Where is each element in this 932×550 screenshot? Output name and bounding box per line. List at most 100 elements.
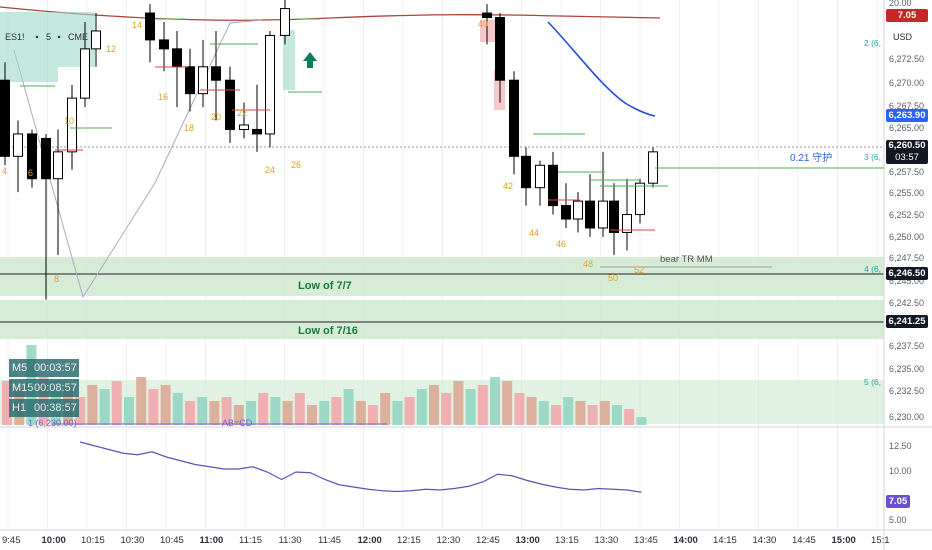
bear-mm-annotation: bear TR MM (660, 254, 713, 265)
volume-bar (551, 405, 561, 425)
currency-label[interactable]: USD (893, 32, 913, 42)
time-tick: 10:15 (81, 535, 105, 546)
time-tick: 15:00 (832, 535, 856, 546)
price-tick: 6,237.50 (889, 341, 924, 351)
volume-bar (99, 389, 110, 425)
low-7-16-zone (0, 300, 884, 339)
timer-h1-label: H1 (12, 402, 27, 414)
countdown-value: 03:57 (895, 152, 919, 163)
volume-bars (2, 345, 647, 425)
volume-bar (124, 397, 134, 425)
rsi-top-tag: 7.05 (886, 9, 928, 22)
candle-body (548, 164, 558, 207)
time-tick: 10:45 (160, 535, 184, 546)
indicator-tick: 5.00 (889, 515, 907, 525)
candle-body (521, 155, 531, 189)
candle-body (239, 124, 249, 130)
rsi-value-tag: 7.05 (886, 495, 910, 508)
bar-count-label: 26 (291, 160, 301, 170)
separator-dot-2 (57, 35, 61, 39)
candle-body (0, 79, 10, 157)
fib-label-3: 3 (6, (864, 152, 881, 162)
price-tick: 6,250.00 (889, 232, 924, 242)
candle-body (41, 137, 51, 180)
price-tick: 6,245.00 (889, 276, 924, 286)
candle-body (27, 133, 37, 180)
bar-count-label: 52 (634, 265, 644, 275)
time-tick: 11:00 (200, 535, 224, 546)
guard-annotation: 0.21 守护 (790, 151, 832, 164)
time-tick: 11:30 (279, 535, 302, 546)
fib-label-5: 5 (6, (864, 377, 881, 387)
bar-count-label: 16 (158, 92, 168, 102)
volume-bar (221, 397, 232, 425)
volume-bar (258, 393, 269, 425)
time-tick: 15:1 (871, 535, 890, 546)
volume-bar (563, 397, 574, 425)
candle-body (159, 39, 169, 50)
fib-left-annotation: 1 (6,230.00) (28, 418, 77, 428)
volume-bar (465, 389, 476, 425)
volume-bar (599, 401, 610, 425)
volume-bar (575, 401, 586, 425)
price-axis[interactable]: 20.00 6,272.50 6,270.00 6,267.50 6,265.00 6,2… (889, 0, 924, 525)
volume-bar (380, 393, 391, 425)
volume-bar (490, 377, 500, 425)
volume-bar (477, 385, 488, 425)
last-price-tag: 6,260.50 03:57 (886, 140, 928, 164)
volume-bar (392, 401, 403, 425)
last-price-value: 6,260.50 (888, 140, 926, 151)
bar-count-label: 18 (184, 123, 194, 133)
symbol-interval[interactable]: 5 (46, 32, 51, 42)
volume-bar (538, 401, 549, 425)
price-tick: 6,242.50 (889, 298, 924, 308)
volume-bar (526, 397, 537, 425)
zone-label-1: Low of 7/7 (298, 280, 352, 292)
volume-bar (185, 401, 195, 425)
time-tick: 14:30 (753, 535, 777, 546)
price-tick: 6,257.50 (889, 167, 924, 177)
timer-m15-time: 00:08:57 (34, 382, 77, 394)
timer-m5-label: M5 (12, 362, 28, 374)
candle-body (265, 34, 275, 135)
timer-h1-time: 00:38:57 (34, 402, 77, 414)
symbol-exchange[interactable]: CME (68, 32, 88, 42)
price-tick: 6,247.50 (889, 253, 924, 263)
timer-m15-label: M15 (12, 382, 34, 394)
bar-count-label: 50 (608, 273, 618, 283)
time-tick: 12:45 (476, 535, 500, 546)
volume-bar (160, 385, 171, 425)
timer-m15: M1500:08:57 (9, 379, 79, 397)
volume-bar (2, 381, 12, 425)
price-tick: 6,252.50 (889, 210, 924, 220)
volume-bar (294, 393, 305, 425)
candle-body (145, 12, 155, 41)
fib-label-2: 2 (6, (864, 38, 881, 48)
time-tick: 12:15 (397, 535, 421, 546)
bar-count-label: 12 (106, 44, 116, 54)
price-tick: 6,232.50 (889, 386, 924, 396)
volume-bar (87, 385, 98, 425)
volume-bar (368, 405, 378, 425)
time-axis[interactable]: 9:45 10:00 10:15 10:30 10:45 11:00 11:15 11:30 1… (2, 535, 890, 546)
volume-bar (282, 401, 293, 425)
time-tick: 11:15 (239, 535, 262, 546)
symbol-name[interactable]: ES1! (5, 32, 25, 42)
time-tick: 12:30 (437, 535, 461, 546)
candle-body (252, 128, 262, 135)
time-tick: 14:45 (792, 535, 816, 546)
price-tick: 6,267.50 (889, 101, 924, 111)
volume-bar (331, 397, 342, 425)
volume-bar (453, 381, 464, 425)
volume-bar (636, 417, 647, 425)
volume-bar (270, 397, 281, 425)
bar-count-label: 46 (556, 239, 566, 249)
candle-body (622, 214, 632, 233)
time-tick: 10:30 (121, 535, 145, 546)
blue-ma-line (547, 21, 656, 117)
time-tick: 13:45 (634, 535, 658, 546)
volume-bar (404, 397, 415, 425)
time-tick: 9:45 (2, 535, 21, 546)
candle-body (535, 164, 545, 189)
